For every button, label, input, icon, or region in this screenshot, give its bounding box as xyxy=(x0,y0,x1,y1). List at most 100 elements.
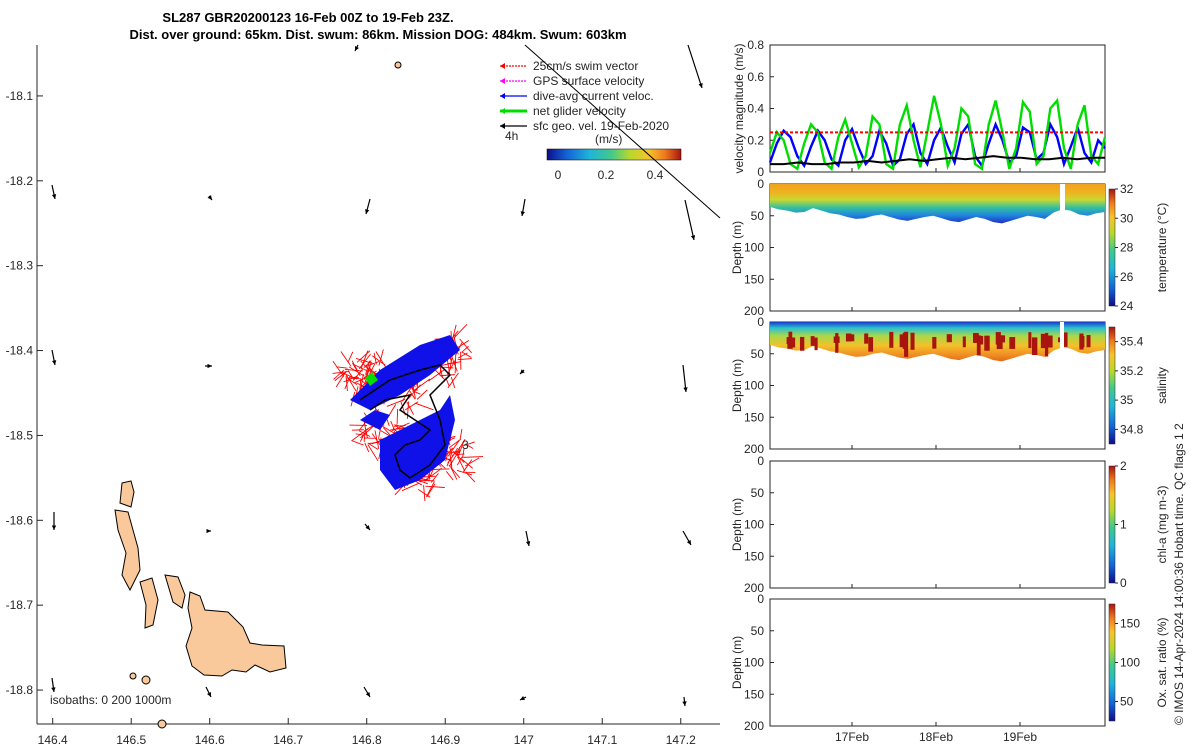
map-x-tick-label: 146.8 xyxy=(352,733,382,747)
map-x-tick-label: 147 xyxy=(514,733,534,747)
chlorophyll-section-panel: 0 50 100 150 200 Depth (m) 0 1 2 chl-a (mg m-3) xyxy=(730,454,1169,595)
colorbar-tick-label: 35 xyxy=(1120,393,1134,407)
series-line-0 xyxy=(768,121,1106,169)
islet-dot xyxy=(129,672,137,680)
time-axis: 17Feb 18Feb 19Feb xyxy=(835,168,1037,744)
map-x-tick-label: 146.4 xyxy=(38,733,68,747)
connector-line xyxy=(524,44,721,219)
figure-title-line2: Dist. over ground: 65km. Dist. swum: 86k… xyxy=(129,27,626,42)
swim-vector xyxy=(424,474,432,482)
swim-vector xyxy=(390,427,405,431)
map-x-tick-label: 146.5 xyxy=(116,733,146,747)
swim-vector xyxy=(340,351,352,367)
colorbar-label: salinity xyxy=(1155,367,1169,404)
swim-vector xyxy=(363,421,368,439)
y-tick-label: 50 xyxy=(751,209,765,223)
swim-vector xyxy=(407,384,421,399)
swim-vector xyxy=(423,475,436,478)
time-tick-label: 4h xyxy=(505,129,518,143)
colorbar-tick-label: 28 xyxy=(1120,241,1134,255)
footer-credit: © IMOS 14-Apr-2024 14:00:36 Hobart time.… xyxy=(1172,423,1186,725)
swim-vector xyxy=(378,349,384,366)
y-tick-label: 0.2 xyxy=(747,133,764,147)
swim-vector xyxy=(356,350,371,363)
swim-vector xyxy=(364,442,370,453)
swim-vector xyxy=(447,440,460,457)
y-axis-label: Depth (m) xyxy=(730,498,744,551)
geo-arrow xyxy=(51,512,57,530)
colorbar-tick-label: 50 xyxy=(1120,695,1134,709)
colorbar-tick-label: 34.8 xyxy=(1120,422,1144,436)
legend-label: sfc geo. vel. 19-Feb-2020 xyxy=(533,119,669,133)
y-tick-label: 100 xyxy=(744,518,764,532)
geo-arrow xyxy=(51,677,56,693)
swim-vector xyxy=(428,369,445,382)
panel-frame xyxy=(769,460,1106,589)
current-vectors-west xyxy=(360,410,390,430)
swim-vector xyxy=(459,338,472,354)
y-tick-label: 150 xyxy=(744,272,764,286)
colorbar-tick-label: 35.4 xyxy=(1120,335,1144,349)
island-north xyxy=(119,480,135,508)
y-tick-label: 0 xyxy=(757,177,764,191)
swim-vector xyxy=(406,401,409,419)
swim-vector xyxy=(332,360,345,377)
y-tick-label: 0 xyxy=(757,315,764,329)
time-tick-label: 17Feb xyxy=(835,730,869,744)
legend-item: GPS surface velocity xyxy=(500,74,644,88)
legend-item: sfc geo. vel. 19-Feb-2020 xyxy=(500,119,669,133)
map-x-tick-label: 146.6 xyxy=(195,733,225,747)
swim-vector xyxy=(440,374,455,377)
map-y-tick-label: -18.4 xyxy=(6,344,34,358)
legend-label: GPS surface velocity xyxy=(533,74,644,88)
y-axis-label: velocity magnitude (m/s) xyxy=(732,43,746,173)
geo-arrow xyxy=(365,198,371,215)
colorbar-label: temperature (°C) xyxy=(1155,203,1169,293)
island-main xyxy=(185,591,287,677)
swim-vector xyxy=(425,485,445,488)
swim-vector xyxy=(461,458,474,469)
swim-vector xyxy=(375,351,387,369)
y-axis-label: Depth (m) xyxy=(730,636,744,689)
swim-vector xyxy=(447,450,457,464)
geo-arrow xyxy=(519,369,525,375)
swim-vector xyxy=(461,351,472,358)
colorbar-tick-label: 35.2 xyxy=(1120,364,1144,378)
swim-vector xyxy=(337,366,348,369)
geo-arrow xyxy=(364,523,371,531)
island-small xyxy=(139,577,159,629)
track-label: 3 xyxy=(462,438,469,452)
map-x-tick-label: 147.1 xyxy=(587,733,617,747)
map-y-tick-label: -18.1 xyxy=(6,89,34,103)
temperature-section-panel: 0 50 100 150 200 Depth (m) 24 26 28 30 32 temperatu… xyxy=(730,177,1169,318)
colorbar-tick-label: 0 xyxy=(1120,576,1127,590)
map-y-tick-label: -18.3 xyxy=(6,259,34,273)
geo-arrow xyxy=(682,364,688,393)
legend-label: 25cm/s swim vector xyxy=(533,59,638,73)
swim-vector xyxy=(416,389,428,400)
swim-vector xyxy=(456,470,473,476)
legend-label: net glider velocity xyxy=(533,104,626,118)
net-velocity-marker xyxy=(365,372,378,386)
map-y-tick-label: -18.8 xyxy=(6,683,34,697)
geo-arrow xyxy=(206,528,211,534)
swim-vector xyxy=(462,441,475,447)
swim-vector xyxy=(449,449,460,467)
y-tick-label: 0.4 xyxy=(747,102,764,116)
time-tick-label: 18Feb xyxy=(919,730,953,744)
y-tick-label: 200 xyxy=(744,581,764,595)
map-y-tick-label: -18.6 xyxy=(6,513,34,527)
map-y-tick-label: -18.2 xyxy=(6,174,34,188)
legend-item: 25cm/s swim vector xyxy=(500,59,638,73)
geo-arrow xyxy=(205,363,212,369)
colorbar-tick-label: 100 xyxy=(1120,656,1140,670)
colorbar-tick-label: 150 xyxy=(1120,617,1140,631)
islet-dot xyxy=(157,719,167,729)
legend-item: net glider velocity xyxy=(500,104,626,118)
colorbar xyxy=(1108,465,1116,584)
map-x-tick-label: 146.7 xyxy=(273,733,303,747)
y-tick-label: 50 xyxy=(751,486,765,500)
data-gap xyxy=(1060,184,1065,213)
